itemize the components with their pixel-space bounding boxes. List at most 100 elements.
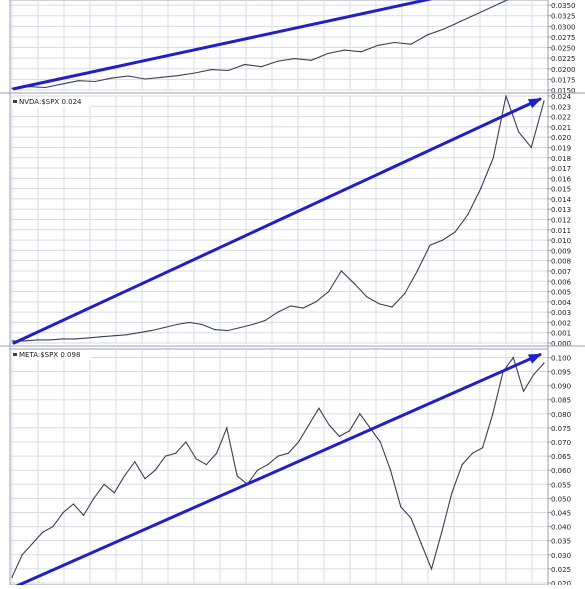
ratio-data-point — [340, 270, 342, 272]
ratio-data-point — [239, 326, 241, 329]
ratio-data-point — [36, 339, 38, 341]
y-tick-label: 0.007 — [551, 268, 571, 276]
ratio-data-point — [11, 576, 13, 578]
ratio-data-point — [138, 332, 140, 334]
y-tick-label: 0.0175 — [551, 76, 576, 84]
ratio-data-point — [260, 66, 262, 68]
ratio-data-point — [44, 86, 46, 89]
y-tick-label: 0.080 — [551, 411, 571, 419]
ratio-data-point — [24, 340, 26, 342]
ratio-data-point — [236, 475, 238, 477]
ratio-data-point — [77, 80, 80, 82]
series-swatch-icon — [13, 100, 17, 103]
y-tick-label: 0.055 — [551, 481, 571, 489]
ratio-data-point — [62, 338, 64, 340]
ratio-data-point — [277, 311, 279, 313]
panel-label-background — [12, 97, 91, 107]
ratio-data-point — [42, 531, 44, 533]
y-tick-label: 0.006 — [551, 278, 572, 286]
ratio-data-point — [343, 49, 346, 51]
panel-label: NVDA:$SPX 0.024 — [19, 98, 82, 106]
panel-1: 0.0350 0.0325 0.0300 0.0275 0.0250 0.0225 0.02… — [9, 0, 576, 95]
ratio-data-point — [123, 475, 126, 477]
trend-arrow-line — [12, 0, 433, 91]
ratio-data-point — [302, 307, 304, 309]
ratio-data-point — [443, 28, 445, 30]
ratio-data-point — [111, 77, 113, 79]
y-tick-label: 0.0300 — [551, 23, 576, 31]
y-tick-label: 0.060 — [551, 467, 571, 475]
ratio-data-point — [112, 335, 114, 337]
ratio-data-point — [62, 511, 64, 514]
ratio-data-point — [349, 430, 351, 432]
y-tick-label: 0.065 — [551, 453, 571, 461]
ratio-data-point — [125, 334, 127, 336]
y-tick-label: 0.020 — [551, 580, 571, 585]
ratio-data-point — [205, 463, 207, 466]
y-tick-label: 0.030 — [551, 552, 571, 560]
y-tick-label: 0.035 — [551, 538, 571, 546]
trend-arrow-line — [12, 353, 542, 589]
y-tick-label: 0.024 — [551, 93, 572, 101]
ratio-data-point — [480, 188, 482, 190]
y-tick-label: 0.004 — [551, 299, 572, 307]
panel-frame — [9, 348, 549, 586]
ratio-data-point — [227, 69, 229, 72]
ratio-data-point — [353, 282, 355, 284]
ratio-data-point — [460, 20, 462, 22]
ratio-data-point — [210, 69, 213, 71]
ratio-data-point — [441, 531, 443, 533]
ratio-data-point — [93, 497, 95, 499]
ratio-data-point — [49, 339, 51, 341]
ratio-data-point — [410, 43, 412, 45]
ratio-data-point — [467, 213, 469, 215]
ratio-data-point — [366, 296, 368, 298]
ratio-data-point — [377, 44, 379, 47]
ratio-data-point — [134, 461, 136, 463]
ratio-data-point — [127, 75, 129, 77]
ratio-data-point — [442, 239, 444, 241]
ratio-data-point — [185, 441, 187, 443]
series-swatch-icon — [13, 353, 17, 356]
ratio-data-point — [164, 455, 167, 457]
y-tick-label: 0.0250 — [551, 45, 576, 53]
ratio-data-point — [410, 517, 412, 519]
ratio-data-point — [201, 323, 203, 326]
ratio-data-point — [52, 525, 54, 528]
panel-frame — [9, 0, 549, 91]
y-tick-label: 0.022 — [551, 114, 571, 122]
ratio-data-point — [214, 329, 216, 331]
ratio-data-point — [308, 424, 310, 426]
y-tick-label: 0.018 — [551, 155, 571, 163]
ratio-data-point — [379, 441, 381, 443]
ratio-data-point — [389, 469, 392, 471]
y-tick-label: 0.015 — [551, 186, 571, 194]
trend-arrow-head — [527, 353, 542, 364]
ratio-data-point — [264, 319, 266, 321]
ratio-data-point — [175, 452, 177, 454]
ratio-data-point — [492, 157, 494, 159]
ratio-data-point — [543, 100, 545, 102]
ratio-data-point — [195, 458, 197, 460]
ratio-data-point — [518, 131, 520, 133]
ratio-data-point — [512, 356, 514, 359]
ratio-data-point — [328, 290, 330, 293]
ratio-data-point — [543, 362, 545, 364]
y-tick-label: 0.020 — [551, 134, 571, 142]
ratio-data-point — [328, 424, 330, 426]
ratio-data-point — [420, 542, 422, 545]
y-tick-label: 0.003 — [551, 309, 571, 317]
ratio-data-point — [310, 59, 312, 61]
ratio-data-point — [87, 337, 89, 339]
y-tick-label: 0.005 — [551, 289, 571, 297]
ratio-data-point — [378, 303, 380, 305]
ratio-data-point — [461, 463, 463, 466]
ratio-data-point — [338, 435, 340, 437]
y-tick-label: 0.010 — [551, 237, 571, 245]
ratio-data-point — [482, 447, 484, 449]
ratio-data-point — [315, 301, 317, 303]
ratio-data-point — [391, 306, 393, 308]
ratio-data-point — [492, 413, 494, 415]
